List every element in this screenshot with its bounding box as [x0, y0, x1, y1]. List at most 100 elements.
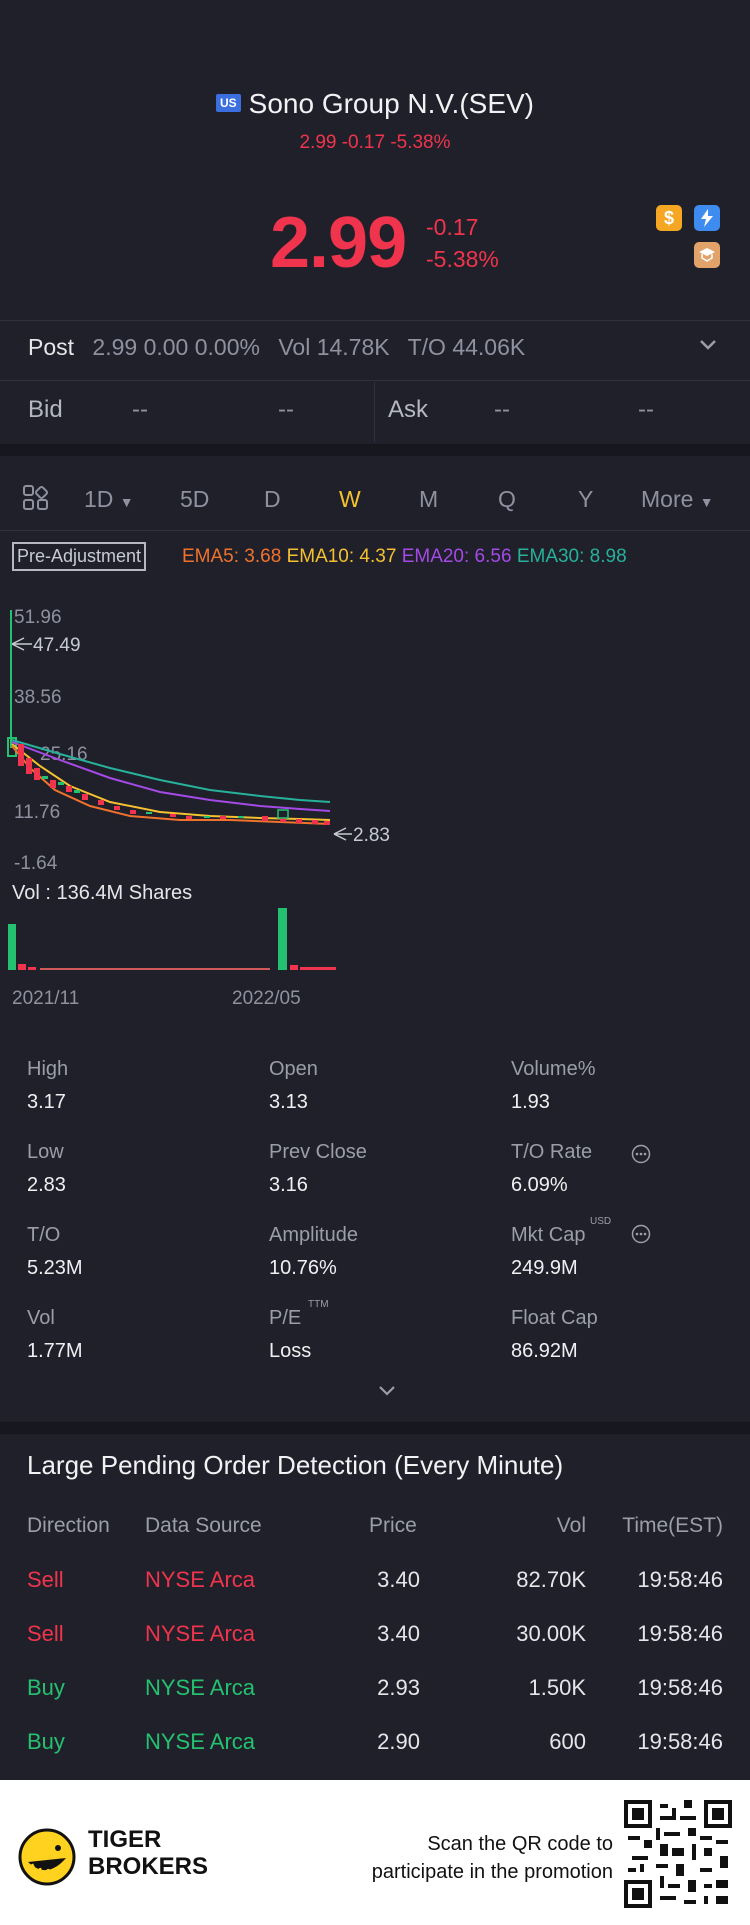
col-price: Price: [369, 1514, 417, 1537]
x-tick-label: 2022/05: [232, 988, 301, 1009]
candle: [262, 816, 268, 821]
post-price: 2.99 0.00 0.00%: [92, 334, 260, 360]
volume-label: Vol : 136.4M Shares: [12, 882, 192, 904]
candle: [82, 794, 88, 800]
tab-more[interactable]: More ▼: [641, 486, 714, 512]
divider: [0, 320, 750, 321]
ask-label: Ask: [388, 396, 429, 423]
col-source: Data Source: [145, 1514, 262, 1537]
candle: [312, 820, 318, 824]
order-source: NYSE Arca: [145, 1675, 256, 1700]
order-direction: Sell: [27, 1621, 64, 1646]
order-direction: Sell: [27, 1567, 64, 1592]
candle: [114, 806, 120, 810]
more-info-icon[interactable]: [631, 1224, 651, 1249]
price-chart[interactable]: 51.96 38.56 11.76 -1.64 25.16 47.49: [0, 596, 750, 1016]
tab-5d[interactable]: 5D: [180, 486, 210, 512]
col-vol: Vol: [556, 1514, 586, 1537]
promo-footer: TIGER BROKERS Scan the QR code to partic…: [0, 1780, 750, 1925]
order-time: 19:58:46: [637, 1675, 723, 1700]
tab-y[interactable]: Y: [578, 486, 594, 512]
education-icon[interactable]: [694, 242, 720, 268]
stat-label: Open: [269, 1058, 318, 1080]
brand-name: TIGER BROKERS: [88, 1826, 209, 1880]
tab-d[interactable]: D: [264, 486, 281, 512]
candle: [204, 816, 210, 818]
volume-bar: [300, 967, 336, 970]
stat-label: P/E: [269, 1307, 302, 1329]
stat-value: 86.92M: [511, 1340, 578, 1362]
volume-bars-small: [40, 968, 270, 970]
candle: [324, 821, 330, 825]
section-gap: [0, 444, 750, 456]
tab-m[interactable]: M: [419, 486, 439, 512]
stock-name: Sono Group N.V.(SEV): [248, 88, 534, 119]
order-vol: 1.50K: [528, 1675, 587, 1700]
stat-value: 3.13: [269, 1091, 308, 1113]
stat-value: 5.23M: [27, 1257, 83, 1279]
ttm-superscript: TTM: [308, 1299, 329, 1310]
tab-w[interactable]: W: [339, 486, 361, 512]
y-tick-label: 51.96: [14, 607, 62, 628]
promo-text: Scan the QR code to participate in the p…: [371, 1833, 613, 1883]
candle: [98, 800, 104, 805]
pre-adjustment-toggle[interactable]: Pre-Adjustment: [12, 542, 147, 571]
candle: [26, 758, 32, 774]
col-direction: Direction: [27, 1514, 110, 1537]
y-tick-label: -1.64: [14, 853, 58, 874]
large-orders-title: Large Pending Order Detection (Every Min…: [27, 1450, 564, 1480]
bid-price: --: [132, 396, 148, 423]
candle: [42, 776, 48, 779]
candle-group: [42, 776, 289, 819]
divider: [0, 530, 750, 531]
expand-stats-chevron-icon[interactable]: [378, 1384, 396, 1402]
stat-label: Mkt Cap: [511, 1224, 586, 1246]
order-time: 19:58:46: [637, 1621, 723, 1646]
dollar-icon[interactable]: $: [656, 205, 682, 231]
order-direction: Buy: [27, 1729, 65, 1754]
ema20-label: EMA20: 6.56: [401, 546, 512, 567]
order-vol: 82.70K: [516, 1567, 586, 1592]
candle: [66, 786, 72, 792]
more-info-icon[interactable]: [631, 1144, 651, 1169]
ema30-line: [11, 739, 331, 803]
order-vol: 600: [549, 1729, 586, 1754]
order-price: 3.40: [377, 1621, 420, 1646]
order-price: 2.93: [377, 1675, 420, 1700]
tab-q[interactable]: Q: [498, 486, 516, 512]
y-tick-label: 11.76: [14, 802, 60, 823]
order-price: 2.90: [377, 1729, 420, 1754]
stat-label: Volume%: [511, 1058, 596, 1080]
candle: [170, 814, 176, 817]
candle: [34, 768, 40, 780]
candle-group: [18, 744, 330, 825]
layout-grid-icon[interactable]: [22, 484, 50, 517]
post-label: Post: [28, 334, 75, 360]
stat-value: 249.9M: [511, 1257, 578, 1279]
price-subtitle: 2.99 -0.17 -5.38%: [299, 132, 451, 153]
ema20-line: [11, 741, 331, 812]
max-marker-arrow: [11, 637, 32, 651]
section-gap: [0, 1422, 750, 1434]
market-badge: US: [215, 94, 241, 112]
col-time: Time(EST): [622, 1514, 723, 1537]
volume-bar: [290, 965, 298, 970]
lightning-icon[interactable]: [694, 205, 720, 231]
order-source: NYSE Arca: [145, 1729, 256, 1754]
candle: [296, 819, 302, 823]
stat-value: 2.83: [27, 1174, 66, 1196]
ema30-label: EMA30: 8.98: [516, 546, 627, 567]
candle: [50, 780, 56, 788]
ask-price: --: [494, 396, 510, 423]
chevron-down-icon[interactable]: [698, 338, 718, 357]
stat-label: Low: [27, 1141, 64, 1163]
tiger-logo-icon: [18, 1828, 76, 1891]
qr-code-icon[interactable]: [624, 1800, 732, 1913]
order-direction: Buy: [27, 1675, 65, 1700]
order-vol: 30.00K: [516, 1621, 586, 1646]
stat-label: T/O: [27, 1224, 61, 1246]
stat-value: Loss: [269, 1340, 312, 1362]
stat-value: 1.93: [511, 1091, 550, 1113]
tab-1d[interactable]: 1D ▼: [84, 486, 134, 512]
bid-size: --: [278, 396, 294, 423]
